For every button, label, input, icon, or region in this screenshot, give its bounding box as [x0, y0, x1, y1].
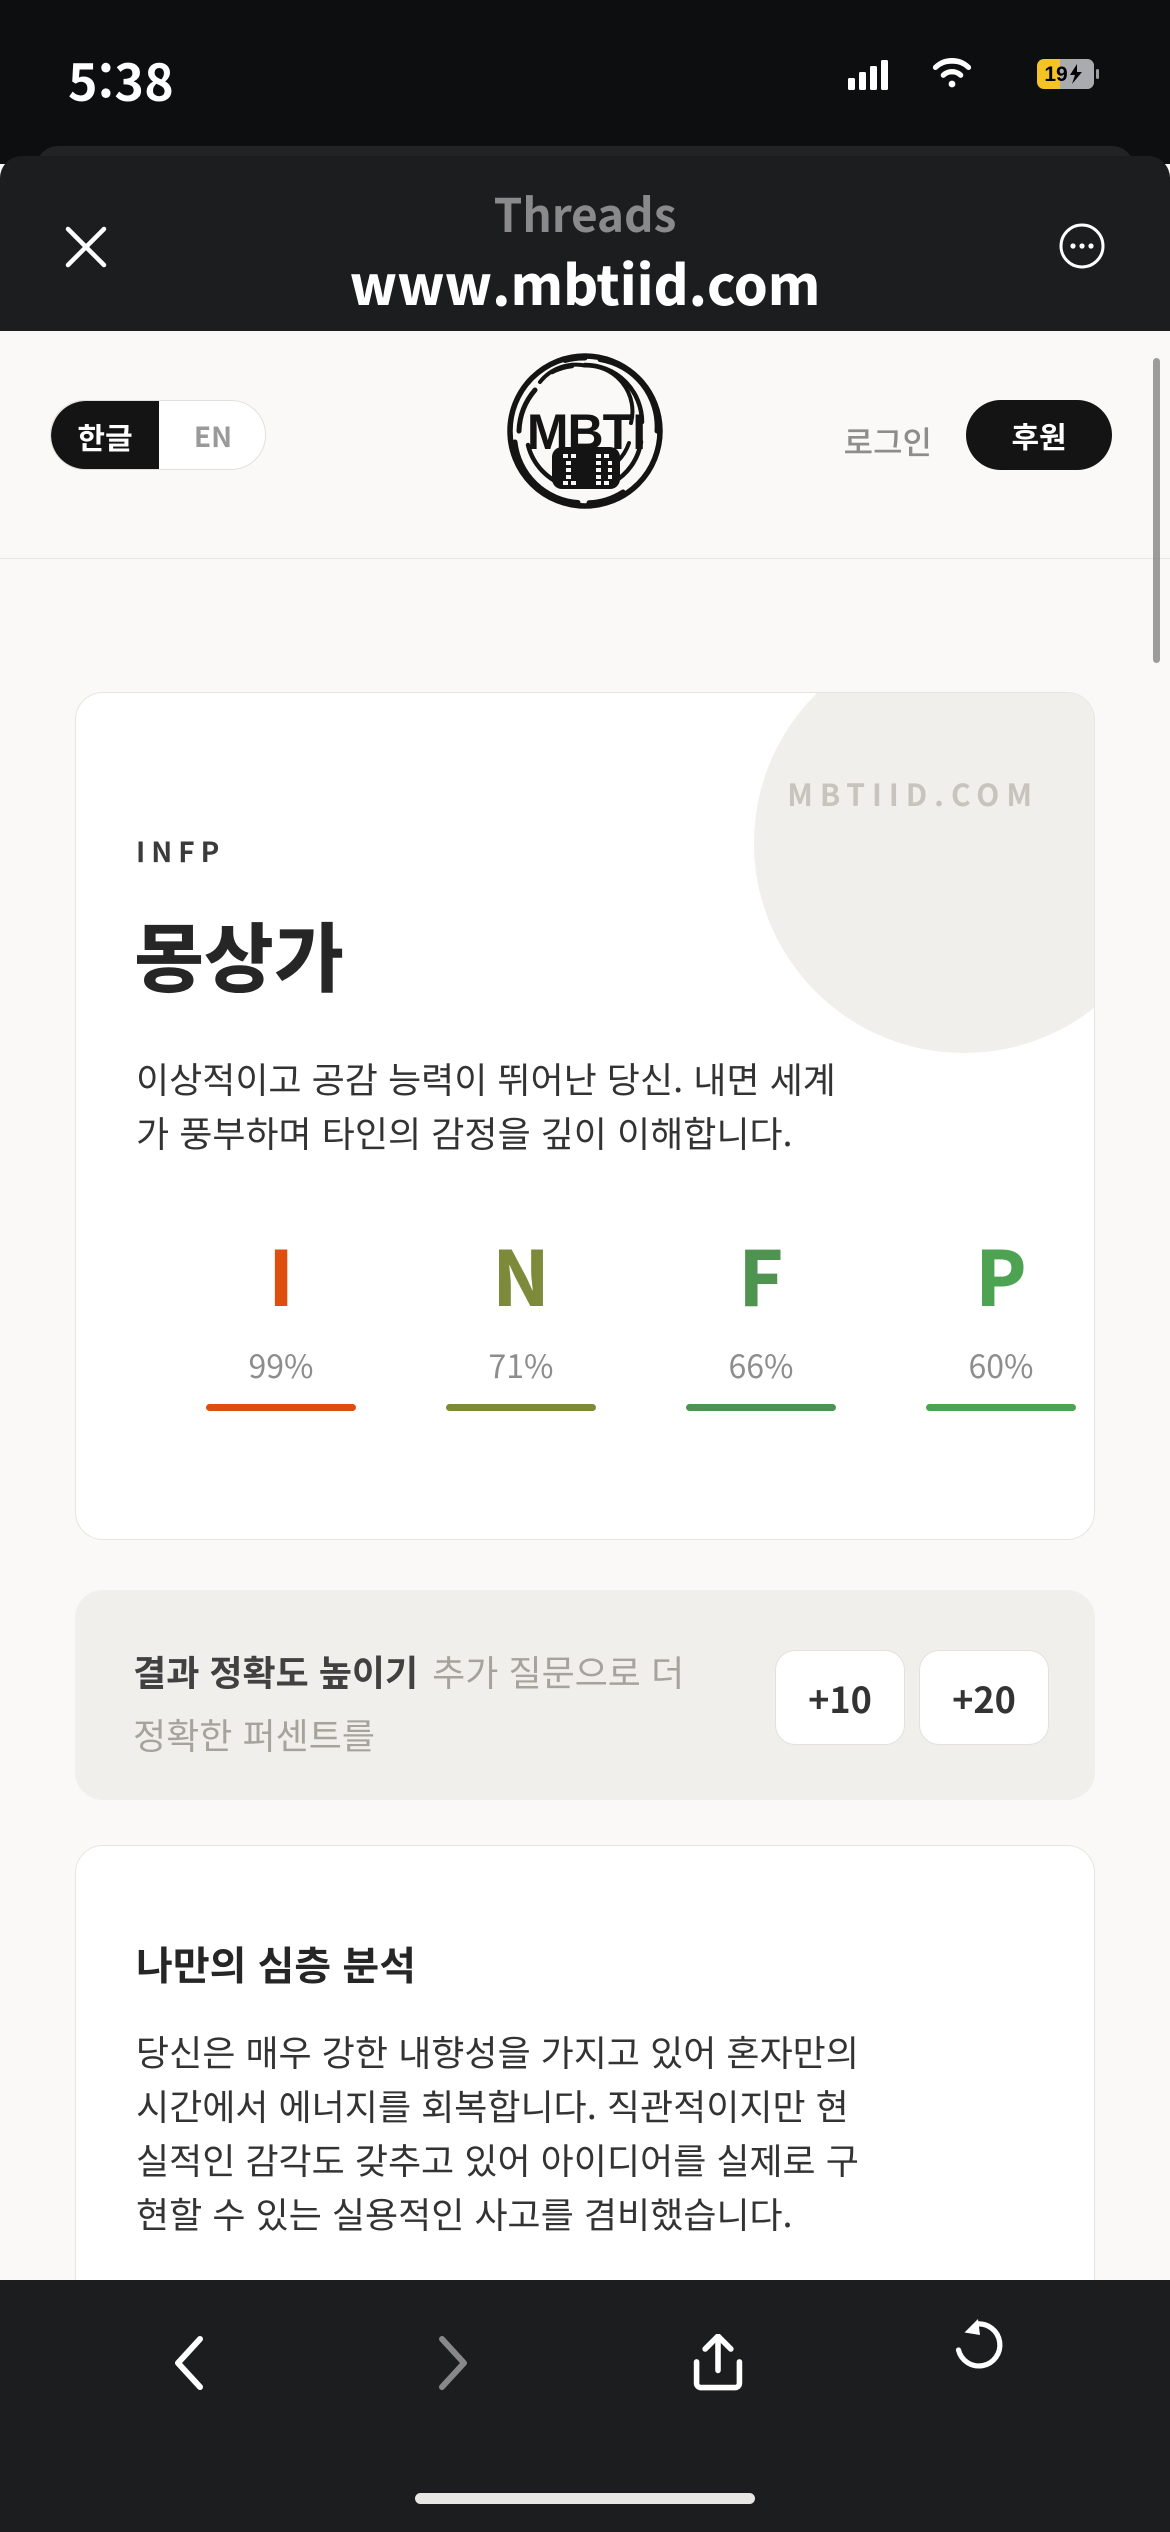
svg-text:19: 19	[1044, 63, 1067, 86]
